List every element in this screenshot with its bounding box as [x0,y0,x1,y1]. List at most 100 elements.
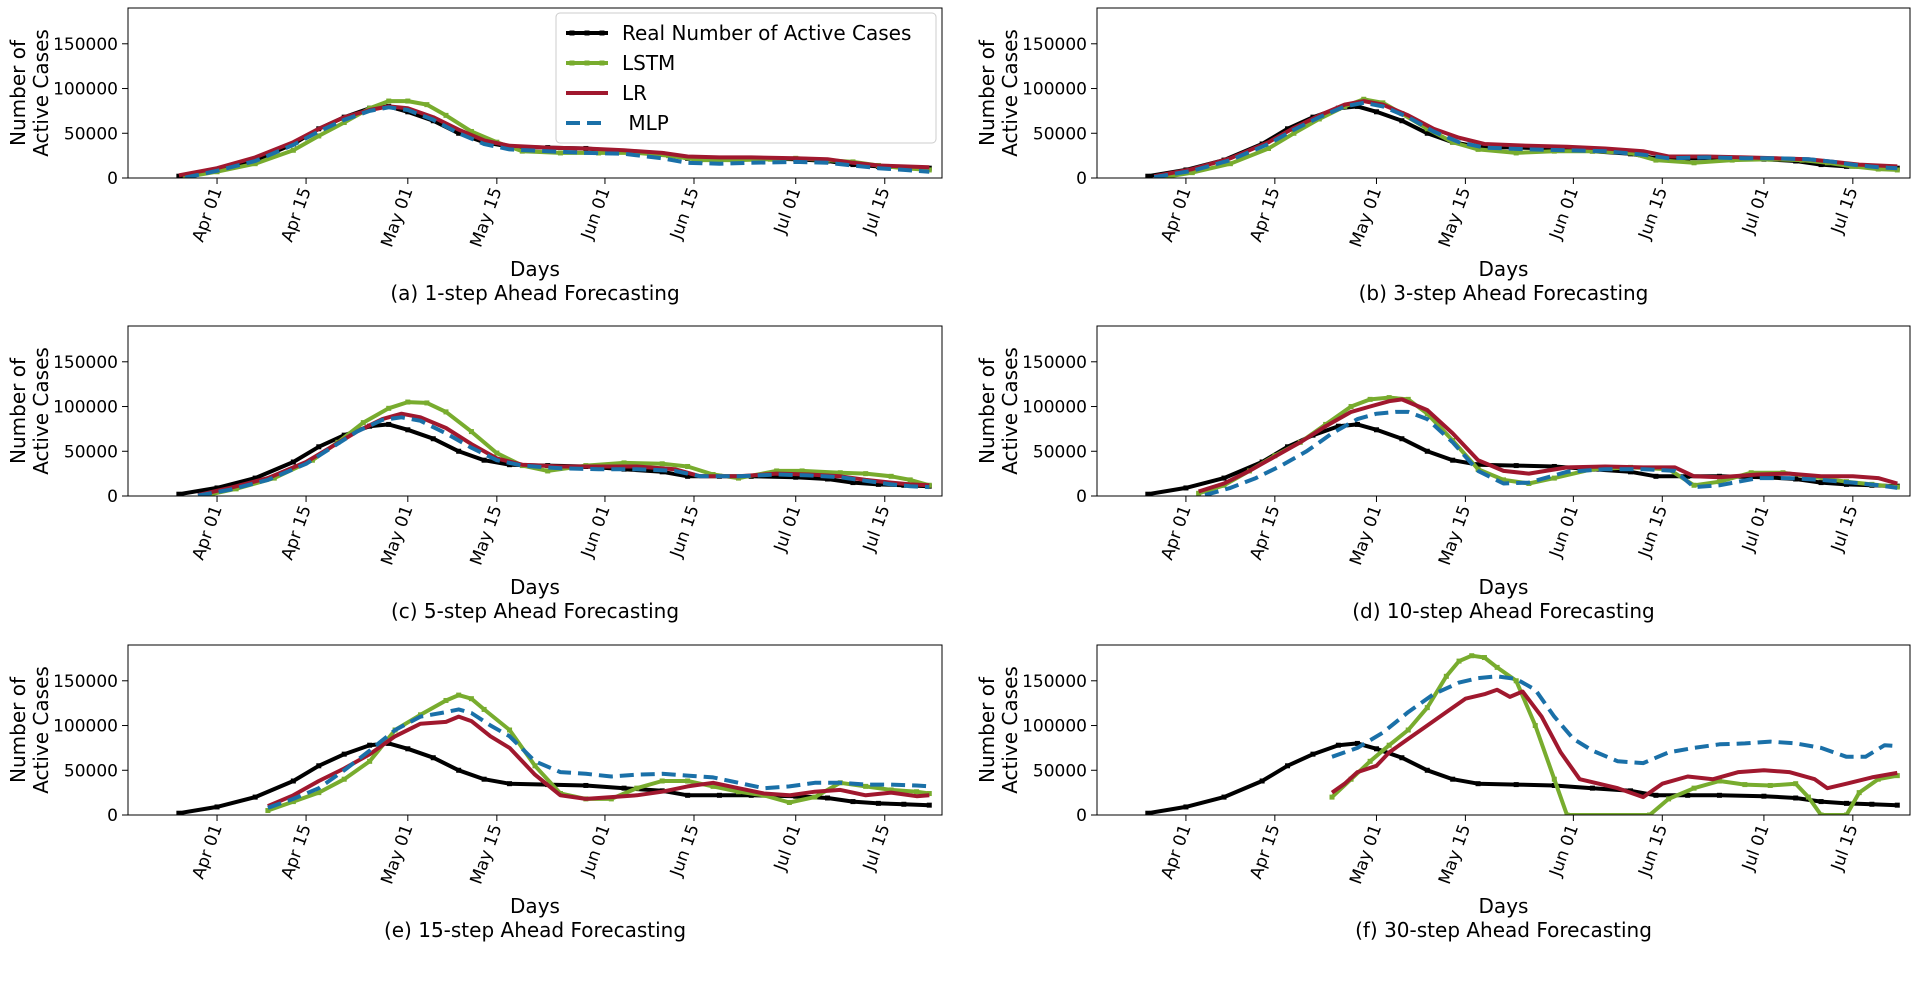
series-group [1145,96,1900,178]
plot-frame [1096,325,1911,497]
data-point [1716,479,1722,485]
x-tick-label: Apr 01 [189,822,227,882]
data-point [1373,746,1379,752]
plot-frame [127,644,943,816]
data-point [1373,109,1379,115]
x-tick-label: Apr 15 [278,185,316,245]
series-line-mlp [1204,409,1898,496]
series-line-lr [1197,397,1898,494]
data-point [443,697,449,703]
x-axis-label: Days [1479,257,1529,281]
data-point [1386,395,1392,401]
data-point [481,776,487,782]
data-point [1685,473,1691,479]
series-group [176,692,932,815]
y-axis-label: Active Cases [998,666,1022,794]
data-point [812,794,818,800]
data-point [1329,794,1335,800]
data-point [1875,776,1881,782]
data-point [1761,793,1767,799]
legend: Real Number of Active Cases LSTM LR MLP [555,12,937,144]
y-tick-label: 50000 [64,761,118,781]
data-point [367,742,373,748]
data-point [386,405,392,411]
data-point [1589,148,1595,154]
y-tick-label: 50000 [64,442,118,462]
data-point [1335,742,1341,748]
panel-d: 0 50000 100000 150000 Apr 01 Apr 15 May 01 May … [975,325,1911,623]
data-point [443,112,449,118]
y-tick-label: 100000 [1022,717,1087,737]
series-markers-real-number-of-active-cases [1145,421,1900,496]
y-axis-label: Number of [975,357,999,464]
data-point [1386,742,1392,748]
y-tick-label: 150000 [53,672,118,692]
data-point [265,808,271,814]
data-point [386,421,392,427]
series-line-mlp [1153,100,1898,178]
data-point [176,173,182,178]
data-point [386,740,392,746]
y-tick-label: 150000 [1022,672,1087,692]
data-point [634,785,640,791]
data-point [456,448,462,454]
data-point [659,778,665,784]
data-point [1348,404,1354,410]
data-point [659,461,665,467]
data-point [907,477,913,483]
data-point [710,783,716,789]
data-point [1513,678,1519,684]
x-tick-label: Apr 01 [1158,822,1196,882]
data-point [837,470,843,476]
data-point [290,778,296,784]
data-point [875,481,881,487]
data-point [1354,740,1360,746]
data-point [621,460,627,466]
data-point [736,157,741,163]
y-axis-label: Number of [6,357,30,464]
y-tick-label: 100000 [1022,398,1087,418]
data-point [316,763,322,769]
data-point [1354,421,1360,427]
x-tick-label: May 01 [377,503,417,568]
series-group [1145,653,1900,815]
x-tick-label: Apr 15 [1246,185,1284,245]
data-point [1551,776,1557,782]
panel-c: 0 50000 100000 150000 Apr 01 Apr 15 May 01 May … [6,325,943,623]
series-line-real-number-of-active-cases [1147,104,1898,178]
series-line-lr [178,104,930,178]
data-point [716,792,722,798]
data-point [430,436,436,442]
data-point [233,486,239,492]
data-point [1843,812,1849,815]
x-tick-label: Jul 01 [1738,185,1773,237]
data-point [1793,476,1799,482]
data-point [1742,782,1748,788]
data-point [386,98,392,104]
data-point [1894,167,1900,173]
y-tick-label: 100000 [53,80,118,100]
data-point [507,781,513,787]
x-tick-label: Jul 15 [1827,185,1862,237]
data-point [825,476,831,482]
data-point [494,450,500,456]
data-point [1691,482,1697,488]
data-point [252,161,258,167]
data-point [271,475,277,481]
data-point [1265,145,1271,151]
data-point [863,783,869,789]
data-point [176,810,182,815]
data-point [1551,782,1557,788]
data-point [1285,763,1291,769]
data-point [926,791,932,797]
x-tick-label: Jul 01 [770,822,805,874]
series-markers-lstm [201,399,932,496]
x-tick-label: May 01 [377,185,417,250]
x-tick-label: May 01 [1346,185,1386,250]
data-point [685,778,691,784]
data-point [290,147,296,153]
data-point [1450,139,1456,145]
data-point [214,804,220,810]
data-point [481,457,487,463]
data-point [1564,812,1570,815]
